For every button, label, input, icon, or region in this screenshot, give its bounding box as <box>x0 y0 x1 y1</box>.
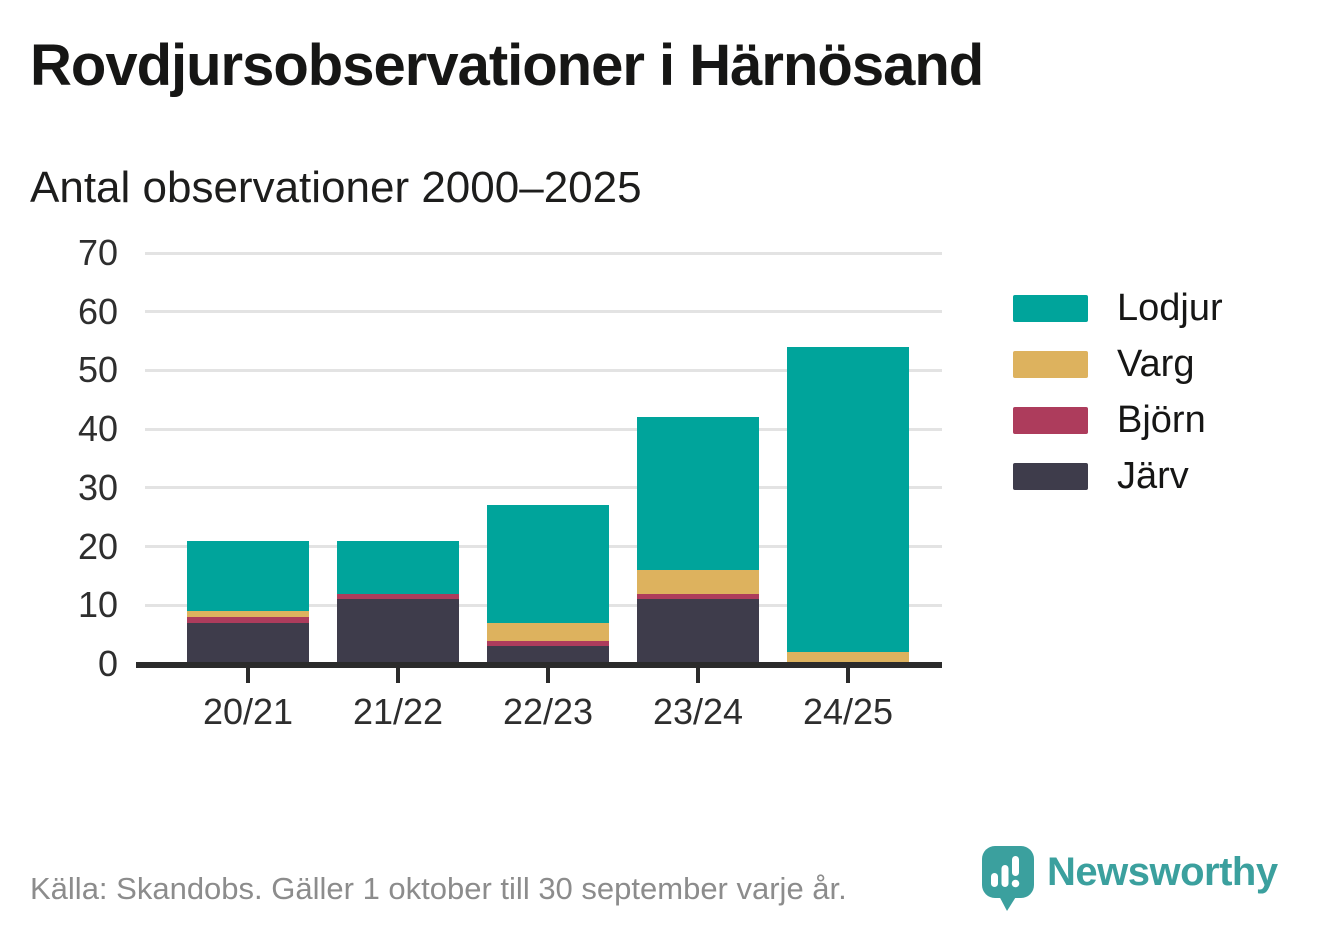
x-axis-tick <box>846 666 850 683</box>
bar-segment-varg <box>637 570 759 594</box>
x-tick-label: 22/23 <box>502 691 594 732</box>
y-tick-label: 10 <box>77 584 118 626</box>
x-axis-tick <box>246 666 250 683</box>
legend-swatch-bjorn <box>1013 406 1088 434</box>
legend-item: Lodjur <box>1013 280 1223 336</box>
legend-label: Björn <box>1117 399 1206 441</box>
legend-swatch-lodjur <box>1013 294 1088 322</box>
newsworthy-wordmark: Newsworthy <box>1047 850 1278 894</box>
bar-segment-lodjur <box>187 540 309 612</box>
y-gridline <box>145 251 942 255</box>
legend-swatch-varg <box>1013 350 1088 378</box>
legend-label: Varg <box>1117 343 1195 385</box>
bar-segment-lodjur <box>337 540 459 594</box>
legend: Lodjur Varg Björn Järv <box>1013 280 1223 504</box>
x-axis-tick <box>546 666 550 683</box>
x-tick-label: 21/22 <box>352 691 444 732</box>
legend-item: Björn <box>1013 392 1223 448</box>
y-gridline <box>145 427 942 431</box>
y-tick-label: 30 <box>77 466 118 508</box>
bar-segment-varg <box>487 622 609 641</box>
bar-segment-lodjur <box>487 505 609 623</box>
y-tick-label: 40 <box>77 408 118 450</box>
x-axis-line <box>136 662 942 668</box>
x-axis-tick <box>396 666 400 683</box>
y-tick-label: 60 <box>77 290 118 332</box>
x-tick-label: 24/25 <box>802 691 894 732</box>
legend-item: Järv <box>1013 448 1223 504</box>
bar-segment-lodjur <box>787 346 909 653</box>
bar-segment-lodjur <box>637 417 759 571</box>
chart-title: Rovdjursobservationer i Härnösand <box>30 33 984 98</box>
y-gridline <box>145 486 942 490</box>
bar-segment-jarv <box>337 599 459 664</box>
y-tick-label: 70 <box>77 232 118 273</box>
y-gridline <box>145 310 942 314</box>
bar-segment-bjorn <box>337 593 459 600</box>
bar-segment-varg <box>187 611 309 618</box>
y-tick-label: 20 <box>77 525 118 567</box>
legend-swatch-jarv <box>1013 462 1088 490</box>
y-tick-label: 0 <box>97 643 118 684</box>
x-tick-label: 23/24 <box>652 691 744 732</box>
x-tick-label: 20/21 <box>202 691 294 732</box>
bar-segment-bjorn <box>637 593 759 600</box>
legend-label: Järv <box>1117 455 1189 497</box>
source-note: Källa: Skandobs. Gäller 1 oktober till 3… <box>30 871 847 906</box>
y-gridline <box>145 368 942 372</box>
bar-segment-varg <box>787 652 909 664</box>
bar-segment-jarv <box>187 622 309 664</box>
y-tick-label: 50 <box>77 349 118 391</box>
newsworthy-logo-icon <box>982 846 1034 911</box>
bar-segment-jarv <box>637 599 759 664</box>
legend-item: Varg <box>1013 336 1223 392</box>
bar-segment-jarv <box>487 646 609 664</box>
legend-label: Lodjur <box>1117 287 1223 329</box>
newsworthy-logo: Newsworthy <box>982 846 1278 912</box>
x-axis-tick <box>696 666 700 683</box>
bar-segment-bjorn <box>187 617 309 623</box>
chart-subtitle: Antal observationer 2000–2025 <box>30 163 642 212</box>
bar-segment-bjorn <box>487 640 609 647</box>
